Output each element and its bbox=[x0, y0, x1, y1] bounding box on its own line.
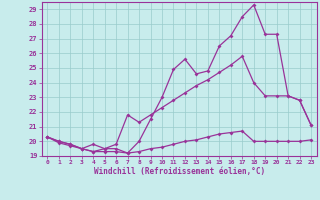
X-axis label: Windchill (Refroidissement éolien,°C): Windchill (Refroidissement éolien,°C) bbox=[94, 167, 265, 176]
